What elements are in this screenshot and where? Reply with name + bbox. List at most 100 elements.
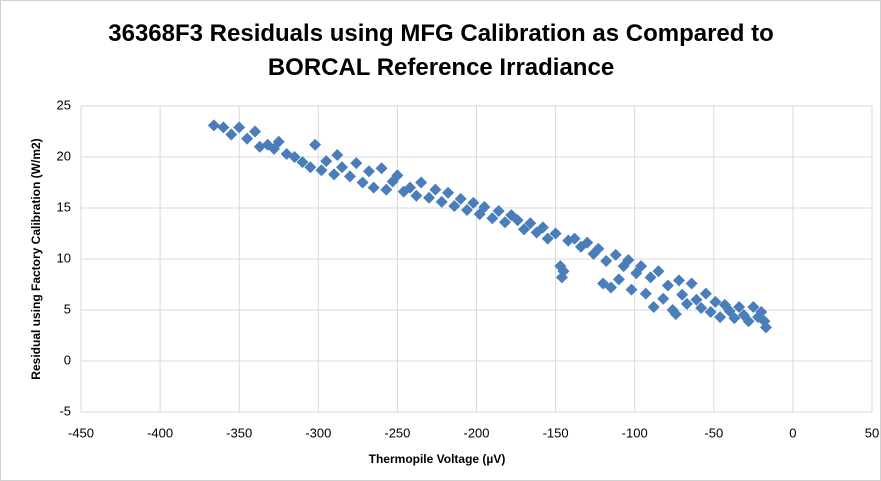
point [639,287,652,300]
point [331,148,344,161]
point [625,283,638,296]
point [442,186,455,199]
point [609,248,622,261]
point [704,306,717,319]
y-tick-label: 5 [64,301,71,316]
x-tick-label: -50 [704,425,723,440]
point [747,300,760,313]
x-tick-label: -400 [147,425,173,440]
point [356,176,369,189]
point [644,271,657,284]
point [511,214,524,227]
x-tick-label: -300 [305,425,331,440]
x-tick-label: -350 [226,425,252,440]
point [320,155,333,168]
point [241,132,254,145]
point [492,205,505,218]
point [225,128,238,141]
point [328,168,341,181]
point [755,306,768,319]
point [568,232,581,245]
point [429,183,442,196]
point [350,157,363,170]
point [410,189,423,202]
y-tick-label: -5 [59,403,71,418]
y-tick-label: 20 [57,148,71,163]
point [380,183,393,196]
point [336,161,349,174]
point [288,151,301,163]
point [309,138,322,151]
point [733,300,746,313]
point [622,254,635,267]
point [541,232,554,245]
point [742,315,755,328]
point [404,181,417,194]
point [714,311,727,324]
point [685,277,698,290]
point [304,161,317,174]
point [661,279,674,292]
point [699,287,712,300]
point [249,125,262,138]
x-tick-label: -250 [384,425,410,440]
point [728,312,741,325]
point [760,321,773,334]
point [423,191,436,204]
point [669,308,682,321]
point [467,196,480,209]
point [690,293,703,306]
point [592,242,605,255]
point [207,119,220,132]
point [272,135,285,148]
point [478,200,491,213]
point [635,260,648,273]
x-tick-label: -450 [68,425,94,440]
point [391,169,404,182]
point [315,164,328,177]
x-tick-label: 50 [865,425,879,440]
point [647,300,660,313]
point [461,204,474,217]
point [581,236,594,249]
point [343,170,356,183]
y-tick-label: 0 [64,352,71,367]
point [233,121,246,134]
point [435,195,448,208]
point [524,217,537,230]
point [498,216,511,229]
point [536,221,549,234]
point [676,288,689,301]
point [709,295,722,308]
x-tick-label: 0 [789,425,796,440]
x-tick-label: -200 [463,425,489,440]
point [612,273,625,286]
point [362,165,375,178]
point [652,265,665,278]
point [217,121,230,134]
x-axis-label: Thermopile Voltage (µV) [369,452,506,466]
x-tick-label: -150 [543,425,569,440]
point [517,223,530,236]
point [657,292,670,305]
point [375,162,388,175]
x-tick-label: -100 [622,425,648,440]
point [695,301,708,314]
point [448,199,461,212]
y-tick-label: 15 [57,199,71,214]
y-axis-label: Residual using Factory Calibration (W/m2… [29,138,43,379]
point [367,181,380,194]
point [486,212,499,225]
point [680,297,693,310]
point [600,255,613,268]
point [604,281,617,294]
point [296,156,309,169]
y-tick-label: 25 [57,97,71,112]
point [415,176,428,189]
point [505,209,518,222]
point [454,192,467,205]
point [557,265,570,278]
point [672,274,685,287]
